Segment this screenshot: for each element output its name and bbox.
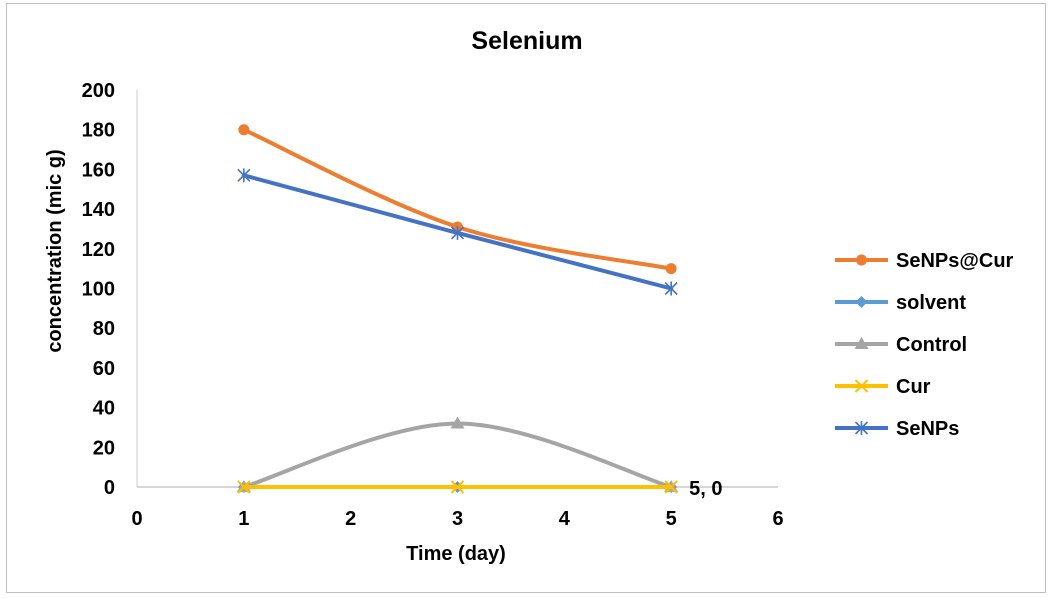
legend-item: SeNPs@Cur <box>835 250 1014 272</box>
legend-marker <box>854 337 869 349</box>
series-cur <box>237 480 678 494</box>
y-tick-label: 0 <box>104 477 115 499</box>
data-point <box>238 124 250 136</box>
data-point <box>450 416 465 429</box>
y-tick-label: 120 <box>82 239 115 261</box>
legend-marker <box>856 254 867 266</box>
series-control <box>236 416 679 492</box>
legend-label: SeNPs <box>896 418 959 440</box>
legend-item: Control <box>835 334 967 356</box>
legend-label: SeNPs@Cur <box>896 250 1014 272</box>
legend-marker <box>854 421 869 435</box>
series-senps <box>237 168 678 296</box>
chart-frame: Selenium 0 20 40 60 80 100 120 140 160 180 200 0 1 2 3… <box>6 3 1046 593</box>
line-chart: Selenium 0 20 40 60 80 100 120 140 160 180 200 0 1 2 3… <box>44 27 1014 565</box>
legend-marker <box>854 379 869 393</box>
y-tick-label: 40 <box>93 398 115 420</box>
y-tick-label: 80 <box>93 318 115 340</box>
legend-label: solvent <box>896 292 966 314</box>
x-axis-label: Time (day) <box>406 543 506 565</box>
x-tick-label: 5 <box>666 508 677 530</box>
series-layer <box>236 124 679 494</box>
chart-title: Selenium <box>471 27 582 55</box>
data-point <box>237 168 251 183</box>
legend-label: Control <box>896 334 967 356</box>
data-label: 5, 0 <box>689 478 722 500</box>
y-tick-label: 60 <box>93 358 115 380</box>
annotation-layer: 5, 0 <box>689 478 722 500</box>
legend: SeNPs@Cur solvent Control Cur SeNPs <box>835 250 1014 440</box>
data-point <box>237 480 251 494</box>
legend-item: Cur <box>835 376 931 398</box>
x-tick-label: 3 <box>452 508 463 530</box>
x-tick-label: 1 <box>238 508 249 530</box>
series-line <box>241 127 674 271</box>
data-point <box>664 281 678 296</box>
data-point <box>664 480 678 494</box>
plot-axes: 0 20 40 60 80 100 120 140 160 180 200 0 1 2 3 4 5 6 <box>82 80 784 530</box>
y-tick-label: 100 <box>82 279 115 301</box>
legend-label: Cur <box>896 376 931 398</box>
data-point <box>450 225 465 240</box>
x-tick-label: 0 <box>131 508 142 530</box>
x-tick-label: 2 <box>345 508 356 530</box>
y-tick-label: 160 <box>82 159 115 181</box>
y-axis-label: concentration (mic g) <box>44 149 66 352</box>
y-tick-label: 200 <box>82 80 115 102</box>
x-tick-label: 4 <box>559 508 571 530</box>
legend-item: solvent <box>835 292 966 314</box>
data-point <box>450 480 465 494</box>
legend-item: SeNPs <box>835 418 959 440</box>
data-point <box>665 263 677 275</box>
x-tick-label: 6 <box>772 508 783 530</box>
y-tick-label: 20 <box>93 437 115 459</box>
y-tick-label: 180 <box>82 120 115 142</box>
series-line <box>241 421 674 489</box>
legend-marker <box>855 296 868 308</box>
y-tick-label: 140 <box>82 199 115 221</box>
series-senps-cur <box>238 124 677 275</box>
